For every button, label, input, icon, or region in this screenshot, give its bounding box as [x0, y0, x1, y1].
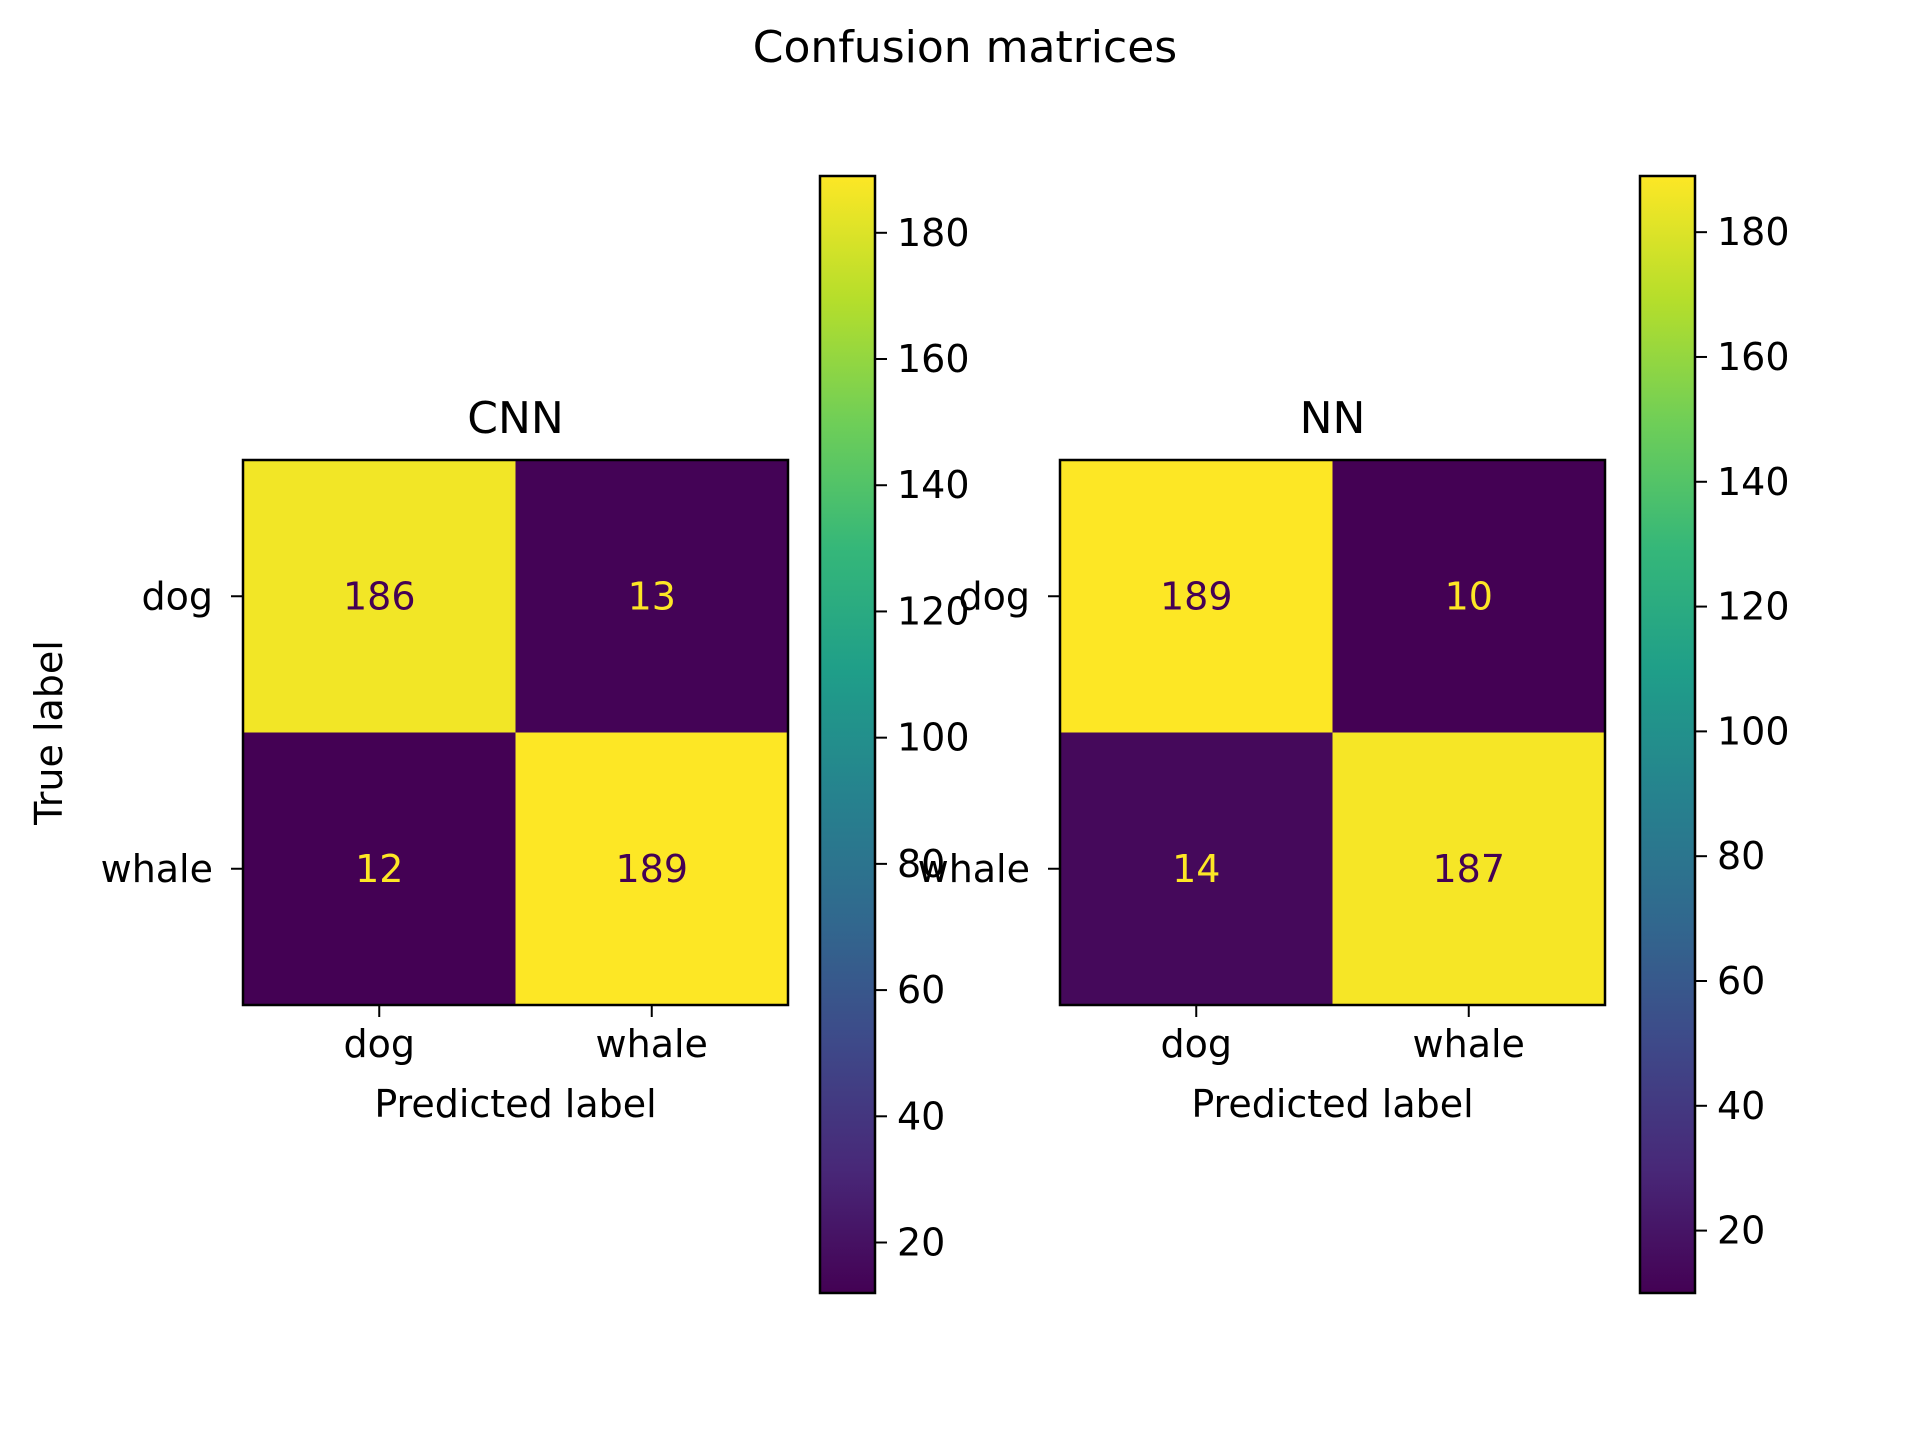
y-tick-label: whale — [101, 847, 213, 891]
colorbar — [820, 176, 875, 1293]
colorbar-tick-label: 120 — [897, 589, 970, 633]
y-axis-label: True label — [27, 640, 71, 826]
panel-title: CNN — [467, 393, 564, 444]
figure-title: Confusion matrices — [753, 22, 1177, 73]
x-tick-label: whale — [596, 1022, 708, 1066]
heatmap-panel-cnn: 186 13 12 189 CNN dog whale Predicted label dog w… — [27, 174, 970, 1295]
colorbar-frame — [818, 174, 877, 1295]
cell-value-label: 13 — [628, 574, 676, 618]
panel-title: NN — [1300, 393, 1366, 444]
cell-value-label: 187 — [1432, 847, 1505, 891]
cell-value-label: 189 — [1160, 574, 1233, 618]
y-tick-label: whale — [918, 847, 1030, 891]
colorbar-tick-label: 40 — [897, 1094, 945, 1138]
cell-value-label: 10 — [1445, 574, 1493, 618]
x-axis-label: Predicted label — [374, 1082, 656, 1126]
heatmap-cell — [243, 732, 516, 1005]
x-tick-label: whale — [1413, 1022, 1525, 1066]
cell-value-label: 189 — [615, 847, 688, 891]
colorbar-tick-label: 40 — [1717, 1084, 1765, 1128]
colorbar-tick-label: 60 — [1717, 959, 1765, 1003]
colorbar-tick-label: 100 — [1717, 709, 1790, 753]
x-tick-label: dog — [1161, 1022, 1233, 1066]
cell-value-label: 14 — [1172, 847, 1220, 891]
y-tick-label: dog — [142, 574, 214, 618]
heatmap-cell — [243, 460, 516, 733]
colorbar — [1640, 176, 1695, 1293]
x-tick-label: dog — [344, 1022, 416, 1066]
colorbar-frame — [1638, 174, 1697, 1295]
colorbar-tick-label: 20 — [897, 1221, 945, 1265]
colorbar-tick-label: 100 — [897, 716, 970, 760]
colorbar-tick-label: 80 — [897, 842, 945, 886]
colorbar-tick-label: 140 — [1717, 460, 1790, 504]
heatmap-cell — [1332, 732, 1605, 1005]
heatmap-frame — [1058, 458, 1607, 1007]
heatmap-frame — [241, 458, 790, 1007]
colorbar-tick-label: 140 — [897, 463, 970, 507]
colorbar-tick-label: 180 — [897, 211, 970, 255]
y-tick-label: dog — [959, 574, 1031, 618]
cell-value-label: 186 — [343, 574, 416, 618]
x-axis-label: Predicted label — [1191, 1082, 1473, 1126]
heatmap-cell — [515, 732, 788, 1005]
colorbar-tick-label: 160 — [1717, 335, 1790, 379]
heatmap-cell — [1060, 460, 1333, 733]
colorbar-tick-label: 80 — [1717, 834, 1765, 878]
heatmap-cell — [1332, 460, 1605, 733]
colorbar-tick-label: 160 — [897, 337, 970, 381]
cell-value-label: 12 — [355, 847, 403, 891]
heatmap-cell — [515, 460, 788, 733]
colorbar-tick-label: 20 — [1717, 1209, 1765, 1253]
colorbar-tick-label: 120 — [1717, 585, 1790, 629]
colorbar-tick-label: 180 — [1717, 210, 1790, 254]
colorbar-tick-label: 60 — [897, 968, 945, 1012]
heatmap-panel-nn: 189 10 14 187 NN dog whale Predicted label dog wh… — [918, 174, 1790, 1295]
heatmap-cell — [1060, 732, 1333, 1005]
